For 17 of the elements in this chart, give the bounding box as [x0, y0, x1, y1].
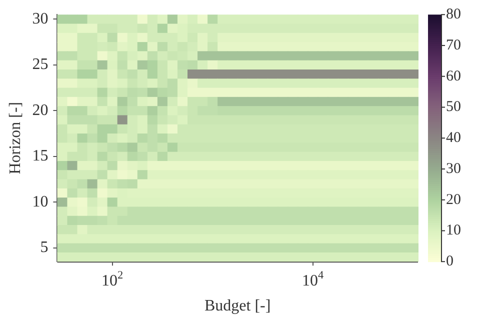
- y-tick-label: 20: [32, 102, 48, 119]
- y-tick-label: 5: [40, 239, 48, 256]
- color-bar-label: 20: [446, 192, 461, 208]
- x-axis-title: Budget [-]: [204, 298, 271, 315]
- y-tick-label: 15: [32, 148, 48, 165]
- color-bar-label: 30: [446, 160, 461, 177]
- color-bar-label: 50: [446, 99, 461, 116]
- color-bar-label: 10: [446, 222, 461, 239]
- y-tick-label: 30: [32, 10, 48, 28]
- color-bar-label: 40: [446, 130, 461, 146]
- y-tick-label: 25: [32, 56, 48, 74]
- color-bar-label: 70: [446, 37, 461, 54]
- y-tick-label: 10: [32, 193, 48, 210]
- color-bar-label: 80: [446, 6, 461, 23]
- color-bar-label: 0: [446, 254, 454, 270]
- color-bar-label: 60: [446, 68, 461, 84]
- y-axis-title: Horizon [-]: [6, 102, 24, 174]
